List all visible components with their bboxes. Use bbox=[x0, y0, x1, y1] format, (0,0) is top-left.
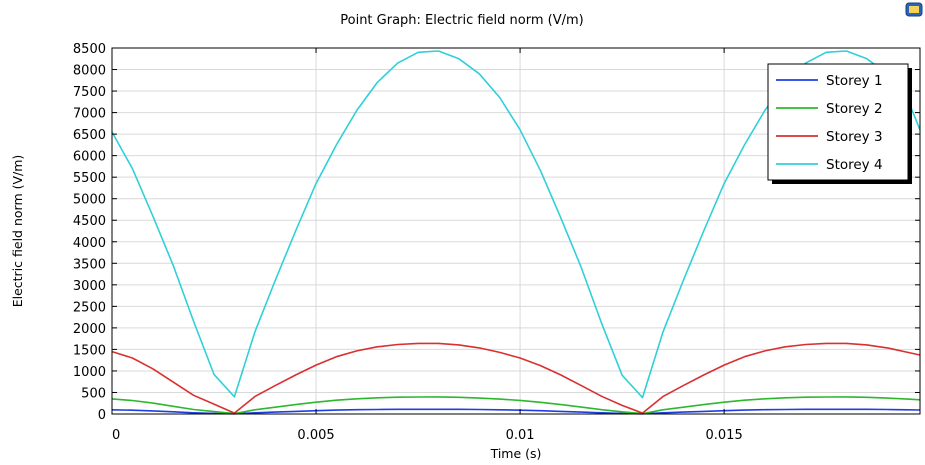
y-tick-label: 6000 bbox=[73, 150, 106, 165]
app-logo-icon[interactable] bbox=[905, 2, 923, 17]
y-tick-label: 7500 bbox=[73, 85, 106, 100]
x-tick-label: 0.005 bbox=[297, 428, 334, 443]
y-tick-label: 4000 bbox=[73, 236, 106, 251]
y-tick-label: 500 bbox=[81, 386, 106, 401]
y-tick-label: 5000 bbox=[73, 193, 106, 208]
x-tick-label: 0.015 bbox=[706, 428, 743, 443]
chart-title: Point Graph: Electric field norm (V/m) bbox=[340, 13, 583, 28]
y-tick-label: 3000 bbox=[73, 279, 106, 294]
legend: Storey 1 Storey 2 Storey 3 Storey 4 bbox=[767, 63, 912, 184]
y-tick-label: 2000 bbox=[73, 322, 106, 337]
y-tick-label: 8500 bbox=[73, 42, 106, 57]
y-axis-title: Electric field norm (V/m) bbox=[10, 155, 25, 308]
legend-label-storey-3: Storey 3 bbox=[826, 129, 883, 145]
legend-label-storey-1: Storey 1 bbox=[826, 73, 883, 89]
y-axis: 0 500 1000 1500 2000 2500 3000 3500 4000 4500 5000… bbox=[73, 42, 920, 423]
y-tick-label: 1500 bbox=[73, 343, 106, 358]
y-tick-label: 7000 bbox=[73, 107, 106, 122]
y-tick-label: 3500 bbox=[73, 257, 106, 272]
series-line-storey-3 bbox=[111, 342, 921, 414]
y-tick-label: 1000 bbox=[73, 365, 106, 380]
y-tick-label: 8000 bbox=[73, 64, 106, 79]
series-line-storey-2 bbox=[111, 396, 921, 415]
y-tick-label: 6500 bbox=[73, 128, 106, 143]
y-tick-label: 4500 bbox=[73, 214, 106, 229]
series-layer bbox=[111, 50, 921, 415]
x-tick-label: 0 bbox=[112, 428, 120, 443]
legend-label-storey-2: Storey 2 bbox=[826, 101, 883, 117]
legend-label-storey-4: Storey 4 bbox=[826, 157, 883, 173]
plot-area bbox=[111, 47, 921, 415]
y-tick-label: 2500 bbox=[73, 300, 106, 315]
y-tick-label: 5500 bbox=[73, 171, 106, 186]
x-tick-label: 0.01 bbox=[506, 428, 535, 443]
x-axis: 0 0.005 0.01 0.015 bbox=[111, 48, 743, 443]
x-axis-title: Time (s) bbox=[490, 446, 542, 461]
y-tick-label: 0 bbox=[98, 408, 106, 423]
